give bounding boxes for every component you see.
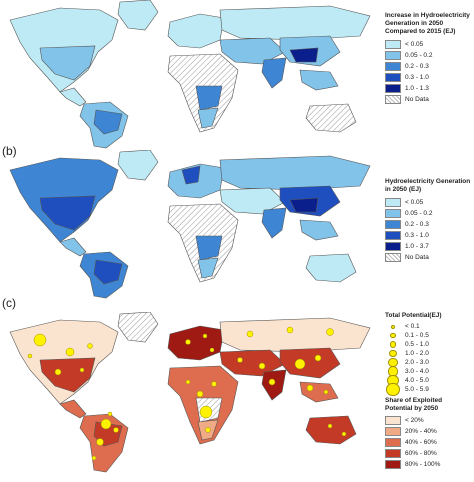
legend-a-item: No Data [385,94,471,105]
india [261,57,287,89]
legend-c-share-item: 40% - 60% [385,437,471,448]
legend-b-label: < 0.05 [405,198,424,206]
legend-b-swatch [385,198,401,207]
se-asia [299,69,339,91]
legend-c-potential-label: 1.0 - 2.0 [405,349,429,357]
panel-b: (b) Hydroelectrici [0,144,474,302]
legend-a-item: 0.3 - 1.0 [385,72,471,83]
legend-a-label: 0.3 - 1.0 [405,73,429,81]
legend-a-swatch [385,51,401,60]
panel-b-label: (b) [2,144,17,158]
legend-b-label: 1.0 - 3.7 [405,242,429,250]
legend-a-swatch [385,73,401,82]
legend-c-potential-item: 0.5 - 1.0 [385,340,471,349]
legend-a-swatch [385,62,401,71]
panel-c: (c) [0,296,474,474]
legend-b-swatch [385,253,401,262]
panel-c-label: (c) [2,296,16,310]
legend-c-share-item: 20% - 40% [385,426,471,437]
brazil [93,109,123,135]
legend-a-label: 0.05 - 0.2 [405,51,433,59]
legend-c-share-label: 40% - 60% [405,438,437,446]
legend-b-item: No Data [385,252,471,263]
legend-a: Increase in Hydroelectricity Generation … [385,12,471,105]
legend-c-potential-title: Total Potential(EJ) [385,312,442,319]
map-generation-2050 [9,150,371,299]
legend-c-potential-label: 5.0 - 5.9 [405,385,429,393]
legend-c-potential-label: 3.0 - 4.0 [405,367,429,375]
legend-c-potential-dot [386,382,400,397]
legend-c-share-item: 80% - 100% [385,459,471,470]
central-asia [219,37,286,65]
legend-c-potential-dot [389,341,397,348]
legend-b-item: < 0.05 [385,197,471,208]
legend-a-swatch [385,95,401,104]
legend-b-label: 0.3 - 1.0 [405,231,429,239]
legend-c-share-label: 60% - 80% [405,449,437,457]
legend-c-share-label: 20% - 40% [405,427,437,435]
russia [219,5,371,41]
legend-a-item: 0.05 - 0.2 [385,50,471,61]
panel-a: Increase in Hydroelectricity Generation … [0,0,474,150]
legend-b-label: No Data [405,253,429,261]
legend-c-share-label: 80% - 100% [405,460,441,468]
europe [167,13,225,49]
legend-b-label: 0.2 - 0.3 [405,220,429,228]
africa-south [197,107,219,129]
legend-b-swatch [385,231,401,240]
africa-central [195,85,223,111]
legend-c-share-swatch [385,449,401,458]
potential-points [27,326,347,461]
legend-a-label: No Data [405,95,429,103]
greenland [117,0,159,31]
legend-c: Total Potential(EJ) < 0.1 0.1 - 0.5 0.5 - … [385,312,471,470]
legend-c-share-label: < 20% [405,416,424,424]
legend-c-potential-label: 4.0 - 5.0 [405,376,429,384]
legend-a-label: < 0.05 [405,40,424,48]
legend-b-item: 1.0 - 3.7 [385,241,471,252]
map-potential [9,312,371,473]
legend-b-item: 0.05 - 0.2 [385,208,471,219]
legend-a-item: 1.0 - 1.3 [385,83,471,94]
legend-c-share-item: 60% - 80% [385,448,471,459]
legend-c-potential-dot [389,349,397,358]
legend-c-potential-item: 1.0 - 2.0 [385,349,471,358]
legend-c-potential-item: 5.0 - 5.9 [385,382,471,397]
legend-b-title: Hydroelectricity Generation in 2050 (EJ) [385,178,471,193]
central-america [59,87,87,107]
legend-b: Hydroelectricity Generation in 2050 (EJ)… [385,178,471,263]
usa [39,45,96,81]
legend-c-potential-label: 0.5 - 1.0 [405,340,429,348]
map-increase-2050 [9,0,371,149]
legend-c-potential-label: 2.0 - 3.0 [405,358,429,366]
legend-c-share-swatch [385,416,401,425]
legend-b-swatch [385,220,401,229]
legend-a-item: 0.2 - 0.3 [385,61,471,72]
legend-c-potential-label: < 0.1 [405,322,420,330]
legend-c-potential-item: < 0.1 [385,322,471,331]
legend-a-item: < 0.05 [385,39,471,50]
legend-b-swatch [385,242,401,251]
legend-c-potential-label: 0.1 - 0.5 [405,331,429,339]
legend-a-swatch [385,40,401,49]
legend-c-potential-dot [391,324,395,329]
legend-a-label: 0.2 - 0.3 [405,62,429,70]
legend-a-label: 1.0 - 1.3 [405,84,429,92]
legend-c-potential-item: 0.1 - 0.5 [385,331,471,340]
legend-c-share-item: < 20% [385,415,471,426]
legend-c-share-swatch [385,460,401,469]
legend-c-potential-dot [390,332,396,339]
legend-a-title: Increase in Hydroelectricity Generation … [385,12,470,35]
legend-b-label: 0.05 - 0.2 [405,209,433,217]
legend-c-share-swatch [385,427,401,436]
china-south [289,47,319,63]
legend-a-swatch [385,84,401,93]
legend-c-share-title: Share of Exploited Potential by 2050 [385,397,443,412]
legend-b-item: 0.3 - 1.0 [385,230,471,241]
legend-b-swatch [385,209,401,218]
australia [305,103,357,133]
legend-c-share-swatch [385,438,401,447]
legend-b-item: 0.2 - 0.3 [385,219,471,230]
